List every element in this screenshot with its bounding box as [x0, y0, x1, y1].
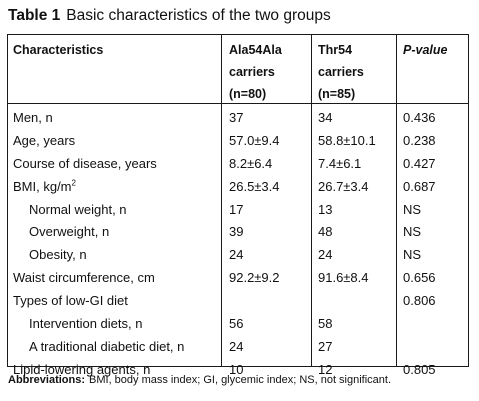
cell-group2: 34 [318, 110, 333, 125]
table-row: Age, years 57.0±9.4 58.8±10.1 0.238 [7, 130, 469, 153]
row-label: Types of low-GI diet [13, 293, 128, 309]
cell-group2: 12 [318, 361, 333, 377]
footnote-text: BMI, body mass index; GI, glycemic index… [89, 374, 392, 386]
header-group2-line: (n=85) [318, 87, 356, 101]
cell-pvalue: 0.806 [403, 293, 436, 309]
table-border-right [468, 35, 469, 366]
column-divider [396, 35, 397, 366]
table-row: Normal weight, n 17 13 NS [7, 199, 469, 222]
cell-group2: 27 [318, 338, 333, 354]
table-row: A traditional diabetic diet, n 24 27 [7, 336, 469, 359]
row-label: Obesity, n [29, 247, 87, 263]
cell-group2: 26.7±3.4 [318, 178, 369, 194]
table-row: Men, n 37 34 0.436 [7, 107, 469, 130]
row-label: Overweight, n [29, 224, 110, 240]
cell-pvalue: 0.436 [403, 110, 436, 125]
table-footnote: Abbreviations: BMI, body mass index; GI, … [8, 372, 391, 388]
cell-group2: 48 [318, 224, 333, 240]
table-caption: Table 1 Basic characteristics of the two … [8, 6, 331, 26]
table-row: Overweight, n 39 48 NS [7, 221, 469, 244]
table-row: Intervention diets, n 56 58 [7, 313, 469, 336]
table-row: Obesity, n 24 24 NS [7, 244, 469, 267]
row-label: Lipid-lowering agents, n [13, 361, 151, 377]
table-row: Lipid-lowering agents, n 10 12 0.805 [7, 359, 469, 382]
cell-group1: 24 [229, 247, 244, 263]
row-label: BMI, kg/m2 [13, 178, 76, 194]
table-title: Basic characteristics of the two groups [66, 7, 331, 24]
cell-pvalue: 0.805 [403, 361, 436, 377]
cell-group1: 17 [229, 201, 244, 217]
header-group1: Ala54Ala carriers (n=80) [229, 39, 282, 105]
row-label: Normal weight, n [29, 201, 127, 217]
cell-group1: 56 [229, 316, 244, 332]
row-label: Course of disease, years [13, 155, 157, 171]
row-label: A traditional diabetic diet, n [29, 338, 185, 354]
cell-group1: 39 [229, 224, 244, 240]
cell-group2: 58.8±10.1 [318, 132, 376, 148]
table-row: BMI, kg/m2 26.5±3.4 26.7±3.4 0.687 [7, 176, 469, 199]
cell-pvalue: 0.656 [403, 270, 436, 286]
header-pvalue: P-value [403, 43, 448, 57]
table-row: Types of low-GI diet 0.806 [7, 290, 469, 313]
cell-pvalue: 0.238 [403, 132, 436, 148]
row-label: Men, n [13, 110, 53, 125]
cell-group2: 91.6±8.4 [318, 270, 369, 286]
cell-group1: 92.2±9.2 [229, 270, 280, 286]
header-group2-line: Thr54 [318, 43, 353, 57]
cell-group1: 10 [229, 361, 244, 377]
row-label-superscript: 2 [71, 178, 76, 188]
header-group1-line: carriers [229, 65, 275, 79]
cell-group2: 13 [318, 201, 333, 217]
table-border-left [7, 35, 8, 366]
cell-group1: 26.5±3.4 [229, 178, 280, 194]
column-divider [221, 35, 222, 366]
header-characteristics: Characteristics [13, 43, 104, 57]
cell-pvalue: NS [403, 247, 422, 263]
row-label: Waist circumference, cm [13, 270, 155, 286]
cell-group1: 8.2±6.4 [229, 155, 273, 171]
characteristics-table: Characteristics Ala54Ala carriers (n=80)… [7, 34, 469, 377]
table-row: Course of disease, years 8.2±6.4 7.4±6.1 0.… [7, 153, 469, 176]
cell-group1: 37 [229, 110, 244, 125]
cell-group2: 7.4±6.1 [318, 155, 362, 171]
header-group2-line: carriers [318, 65, 364, 79]
header-group2: Thr54 carriers (n=85) [318, 39, 364, 105]
table-number: Table 1 [8, 7, 61, 24]
column-divider [311, 35, 312, 366]
row-label: Age, years [13, 132, 76, 148]
cell-group1: 24 [229, 338, 244, 354]
cell-pvalue: NS [403, 224, 422, 240]
cell-pvalue: NS [403, 201, 422, 217]
cell-pvalue: 0.687 [403, 178, 436, 194]
cell-group2: 58 [318, 316, 333, 332]
header-group1-line: Ala54Ala [229, 43, 282, 57]
footnote-label: Abbreviations: [8, 374, 86, 386]
row-label: Intervention diets, n [29, 316, 143, 332]
cell-group1: 57.0±9.4 [229, 132, 280, 148]
header-divider [7, 103, 469, 104]
table-row: Waist circumference, cm 92.2±9.2 91.6±8.4 0… [7, 267, 469, 290]
cell-group2: 24 [318, 247, 333, 263]
header-group1-line: (n=80) [229, 87, 267, 101]
table-body: Men, n 37 34 0.436 Age, years 57.0±9.4 58.8±10… [7, 107, 469, 382]
cell-pvalue: 0.427 [403, 155, 436, 171]
